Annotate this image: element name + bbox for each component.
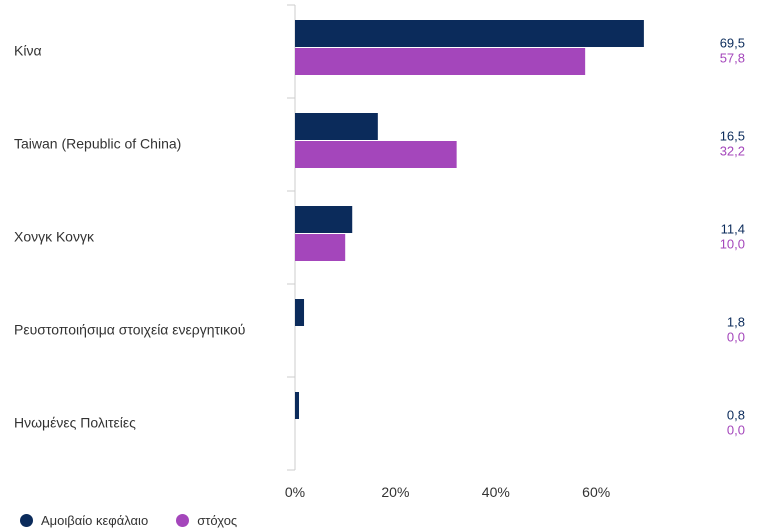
value-label-fund: 0,8 [727,408,745,423]
value-label-fund: 69,5 [720,36,745,51]
category-label: Κίνα [14,43,42,59]
value-label-target: 0,0 [727,423,745,438]
x-tick-label: 60% [582,484,610,500]
legend-item-target[interactable]: στόχος [176,513,237,528]
bar-target [295,234,346,261]
legend-item-fund[interactable]: Αμοιβαίο κεφάλαιο [20,513,148,528]
legend-swatch-target [176,513,190,527]
value-label-target: 0,0 [727,330,745,345]
bar-fund [295,392,300,419]
legend-label-target: στόχος [197,512,238,528]
bar-fund [295,113,378,140]
value-label-target: 57,8 [720,51,745,66]
bar-target [295,48,586,75]
category-label: Ρευστοποιήσιμα στοιχεία ενεργητικού [14,322,245,338]
bar-fund [295,206,353,233]
category-label: Taiwan (Republic of China) [14,136,181,152]
x-tick-label: 0% [285,484,305,500]
category-label: Ηνωμένες Πολιτείες [14,415,136,431]
legend: Αμοιβαίο κεφάλαιο στόχος [20,510,265,530]
x-tick-label: 20% [381,484,409,500]
value-label-fund: 16,5 [720,129,745,144]
value-label-target: 10,0 [720,237,745,252]
category-label: Χονγκ Κονγκ [14,229,95,245]
bar-fund [295,20,644,47]
legend-label-fund: Αμοιβαίο κεφάλαιο [41,512,149,528]
x-tick-label: 40% [482,484,510,500]
bar-fund [295,299,305,326]
value-label-target: 32,2 [720,144,745,159]
value-label-fund: 1,8 [727,315,745,330]
value-label-fund: 11,4 [721,222,745,237]
legend-swatch-fund [20,513,33,527]
bar-target [295,141,457,168]
